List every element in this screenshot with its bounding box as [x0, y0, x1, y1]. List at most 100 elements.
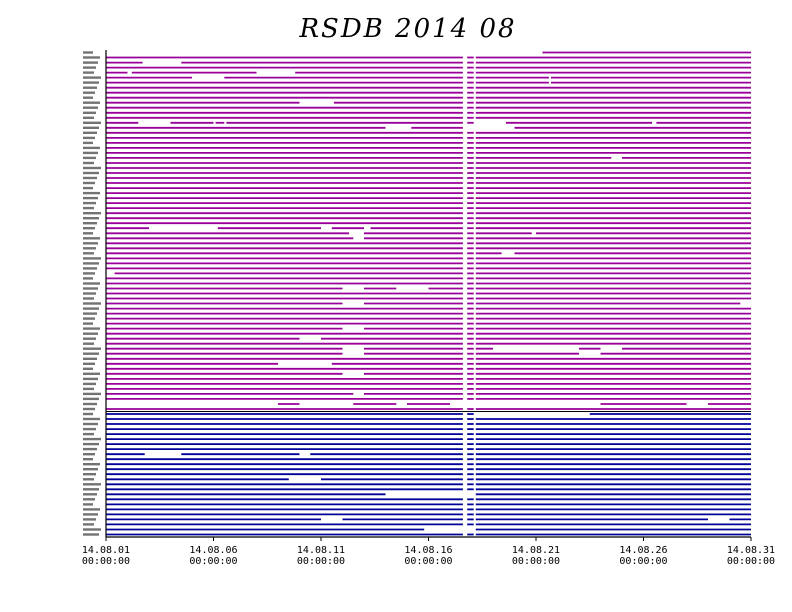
station-label-mark — [83, 191, 100, 195]
station-label-mark — [83, 196, 98, 200]
station-label-mark — [83, 282, 100, 285]
station-label-mark — [83, 422, 98, 426]
station-label-mark — [83, 267, 97, 270]
x-tick-date-label: 14.08.26 — [619, 545, 667, 556]
x-tick-time-label: 00:00:00 — [82, 556, 130, 567]
station-label-mark — [83, 407, 95, 411]
station-label-mark — [83, 518, 96, 521]
x-tick-time-label: 00:00:00 — [404, 556, 452, 567]
station-label-mark — [83, 257, 101, 260]
station-label-mark — [83, 332, 98, 335]
station-label-mark — [83, 71, 94, 74]
station-label-mark — [83, 272, 95, 275]
station-label-mark — [83, 387, 94, 391]
station-label-mark — [83, 437, 101, 441]
station-label-mark — [83, 101, 100, 104]
station-label-mark — [83, 212, 101, 215]
station-label-mark — [83, 528, 101, 531]
station-label-mark — [83, 146, 100, 150]
station-label-mark — [83, 217, 99, 220]
station-label-mark — [83, 287, 98, 290]
station-label-mark — [83, 237, 100, 240]
station-label-mark — [83, 176, 97, 180]
station-label-mark — [83, 111, 96, 114]
station-label-mark — [83, 56, 100, 59]
station-label-mark — [83, 156, 96, 160]
station-label-mark — [83, 151, 98, 155]
station-label-mark — [83, 322, 93, 325]
station-label-mark — [83, 232, 93, 235]
station-label-mark — [83, 453, 95, 456]
x-tick-date-label: 14.08.16 — [404, 545, 452, 556]
station-label-mark — [83, 161, 94, 165]
station-label-mark — [83, 121, 101, 124]
station-label-mark — [83, 116, 94, 119]
x-ticks: 14.08.0100:00:0014.08.0600:00:0014.08.11… — [82, 537, 775, 567]
station-labels — [83, 51, 101, 536]
station-label-mark — [83, 201, 96, 205]
station-label-mark — [83, 392, 101, 396]
station-label-mark — [83, 382, 96, 386]
station-label-mark — [83, 51, 93, 54]
station-label-mark — [83, 302, 101, 305]
station-label-mark — [83, 463, 100, 466]
station-label-mark — [83, 427, 96, 431]
x-tick-time-label: 00:00:00 — [512, 556, 560, 567]
station-label-mark — [83, 252, 94, 255]
station-label-mark — [83, 307, 99, 310]
x-tick-date-label: 14.08.06 — [189, 545, 237, 556]
station-label-mark — [83, 86, 97, 89]
station-label-mark — [83, 362, 95, 365]
station-label-mark — [83, 222, 97, 225]
station-label-mark — [83, 136, 95, 140]
station-label-mark — [83, 397, 99, 401]
station-label-mark — [83, 342, 94, 345]
station-label-mark — [83, 503, 93, 506]
station-label-mark — [83, 292, 96, 295]
station-label-mark — [83, 242, 98, 245]
station-label-mark — [83, 432, 94, 436]
x-tick-date-label: 14.08.21 — [512, 545, 560, 556]
x-tick-time-label: 00:00:00 — [619, 556, 667, 567]
station-label-mark — [83, 402, 97, 406]
x-tick-time-label: 00:00:00 — [297, 556, 345, 567]
station-label-mark — [83, 412, 93, 416]
x-tick-date-label: 14.08.31 — [727, 545, 775, 556]
station-label-mark — [83, 327, 100, 330]
station-label-mark — [83, 106, 98, 109]
station-label-mark — [83, 181, 95, 185]
station-label-mark — [83, 473, 96, 476]
station-label-mark — [83, 483, 101, 486]
station-label-mark — [83, 171, 99, 175]
station-label-mark — [83, 493, 97, 496]
station-label-mark — [83, 533, 99, 536]
station-label-mark — [83, 166, 101, 170]
station-label-mark — [83, 442, 99, 446]
station-label-mark — [83, 367, 93, 370]
station-label-mark — [83, 131, 97, 134]
station-label-mark — [83, 141, 93, 145]
station-label-mark — [83, 488, 99, 491]
station-label-mark — [83, 297, 94, 300]
station-label-mark — [83, 337, 96, 340]
data-rows — [106, 51, 751, 536]
station-label-mark — [83, 76, 101, 79]
x-tick-time-label: 00:00:00 — [189, 556, 237, 567]
station-label-mark — [83, 262, 99, 265]
station-label-mark — [83, 91, 95, 94]
station-label-mark — [83, 227, 95, 230]
station-label-mark — [83, 347, 101, 350]
station-label-mark — [83, 352, 99, 355]
x-tick-date-label: 14.08.01 — [82, 545, 130, 556]
station-label-mark — [83, 96, 93, 99]
station-label-mark — [83, 468, 98, 471]
station-label-mark — [83, 498, 95, 501]
station-label-mark — [83, 247, 96, 250]
station-label-mark — [83, 81, 99, 84]
station-label-mark — [83, 357, 97, 360]
station-label-mark — [83, 66, 96, 69]
station-label-mark — [83, 417, 100, 421]
station-label-mark — [83, 186, 93, 190]
station-label-mark — [83, 312, 97, 315]
